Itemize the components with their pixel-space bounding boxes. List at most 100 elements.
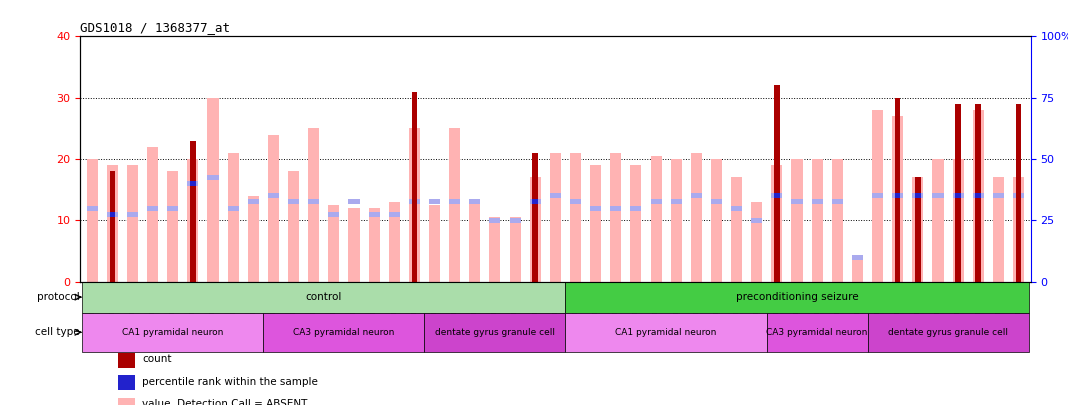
Bar xyxy=(328,212,340,217)
Bar xyxy=(127,212,138,217)
Bar xyxy=(691,193,702,198)
Text: preconditioning seizure: preconditioning seizure xyxy=(736,292,859,302)
Bar xyxy=(530,200,540,205)
Bar xyxy=(832,200,843,205)
Bar xyxy=(895,98,900,281)
Bar xyxy=(771,193,783,198)
Bar xyxy=(110,212,115,217)
Bar xyxy=(892,193,904,198)
Bar xyxy=(774,193,780,198)
Bar xyxy=(973,110,984,281)
Bar xyxy=(87,159,97,281)
Bar xyxy=(975,104,981,281)
Text: cell type: cell type xyxy=(35,327,80,337)
Bar xyxy=(873,193,883,198)
Text: CA3 pyramidal neuron: CA3 pyramidal neuron xyxy=(767,328,868,337)
Bar xyxy=(168,171,178,281)
Bar xyxy=(127,165,138,281)
Bar xyxy=(533,200,538,205)
Bar xyxy=(348,200,360,205)
Bar xyxy=(107,165,117,281)
Bar xyxy=(227,153,238,281)
Bar xyxy=(119,398,136,405)
Bar xyxy=(190,141,195,281)
Bar xyxy=(791,200,802,205)
Bar xyxy=(469,202,481,281)
Text: CA3 pyramidal neuron: CA3 pyramidal neuron xyxy=(294,328,394,337)
Bar xyxy=(550,193,561,198)
Bar xyxy=(424,313,565,352)
Bar xyxy=(207,175,219,180)
Bar xyxy=(409,128,420,281)
Bar xyxy=(328,205,340,281)
Bar xyxy=(892,116,904,281)
Bar xyxy=(168,206,178,211)
Text: dentate gyrus granule cell: dentate gyrus granule cell xyxy=(435,328,555,337)
Bar xyxy=(1014,193,1024,198)
Bar xyxy=(953,193,963,198)
Text: GDS1018 / 1368377_at: GDS1018 / 1368377_at xyxy=(80,21,230,34)
Bar xyxy=(429,205,440,281)
Text: control: control xyxy=(305,292,342,302)
Bar xyxy=(732,206,742,211)
Bar xyxy=(389,212,399,217)
Bar xyxy=(993,193,1004,198)
Bar xyxy=(187,159,199,281)
Bar xyxy=(932,193,943,198)
Bar xyxy=(873,110,883,281)
Bar xyxy=(751,202,763,281)
Bar xyxy=(852,257,863,281)
Bar xyxy=(409,200,420,205)
Text: protocol: protocol xyxy=(37,292,80,302)
Bar xyxy=(450,128,460,281)
Bar xyxy=(264,313,424,352)
Bar xyxy=(591,206,601,211)
Bar xyxy=(207,98,219,281)
Bar xyxy=(489,218,501,223)
Bar xyxy=(565,313,767,352)
Bar xyxy=(591,165,601,281)
Bar xyxy=(389,202,399,281)
Bar xyxy=(82,313,264,352)
Bar xyxy=(711,159,722,281)
Bar xyxy=(147,147,158,281)
Bar xyxy=(565,281,1028,313)
Bar xyxy=(791,159,802,281)
Bar xyxy=(630,206,642,211)
Bar xyxy=(915,177,921,281)
Bar xyxy=(288,171,299,281)
Text: CA1 pyramidal neuron: CA1 pyramidal neuron xyxy=(122,328,223,337)
Text: CA1 pyramidal neuron: CA1 pyramidal neuron xyxy=(615,328,717,337)
Bar xyxy=(711,200,722,205)
Bar xyxy=(774,85,780,281)
Bar xyxy=(973,193,984,198)
Bar xyxy=(429,200,440,205)
Bar xyxy=(227,206,238,211)
Bar xyxy=(912,177,924,281)
Bar xyxy=(771,165,783,281)
Bar xyxy=(570,200,581,205)
Bar xyxy=(450,200,460,205)
Bar xyxy=(732,177,742,281)
Bar xyxy=(110,171,115,281)
Bar xyxy=(82,281,565,313)
Bar xyxy=(268,134,279,281)
Bar xyxy=(489,217,501,281)
Bar xyxy=(368,208,379,281)
Bar xyxy=(187,181,199,186)
Bar xyxy=(867,313,1028,352)
Bar xyxy=(953,159,963,281)
Bar xyxy=(767,313,867,352)
Bar xyxy=(509,217,520,281)
Bar xyxy=(650,156,661,281)
Bar xyxy=(751,218,763,223)
Bar xyxy=(832,159,843,281)
Text: value, Detection Call = ABSENT: value, Detection Call = ABSENT xyxy=(142,399,308,405)
Bar xyxy=(912,193,924,198)
Text: percentile rank within the sample: percentile rank within the sample xyxy=(142,377,318,387)
Bar xyxy=(107,212,117,217)
Bar xyxy=(147,206,158,211)
Bar xyxy=(248,196,258,281)
Bar xyxy=(87,206,97,211)
Bar xyxy=(469,200,481,205)
